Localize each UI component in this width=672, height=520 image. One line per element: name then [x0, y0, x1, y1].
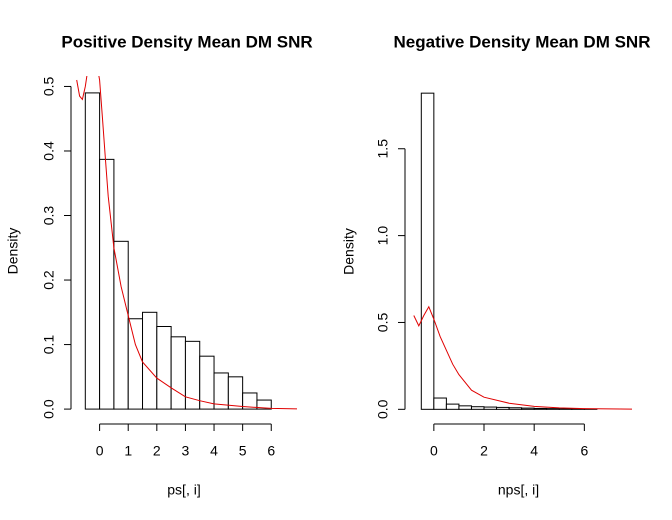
bar [558, 408, 573, 410]
bar [433, 397, 447, 410]
bar [256, 399, 272, 410]
y-tick-label: 1.5 [375, 139, 391, 159]
density-line [76, 76, 297, 410]
bar [420, 92, 435, 410]
x-tick-label: 6 [267, 443, 275, 459]
bar [496, 406, 510, 410]
y-tick-label: 0.2 [41, 270, 57, 290]
x-tick-label: 3 [182, 443, 190, 459]
y-axis-label: Density [5, 228, 21, 275]
y-axis-label: Density [341, 228, 357, 275]
density-group [413, 305, 632, 410]
x-tick-label: 0 [96, 443, 104, 459]
x-tick-label: 6 [580, 443, 588, 459]
y-tick-label: 0.5 [41, 77, 57, 97]
bar [84, 92, 101, 410]
y-tick-label: 0.1 [41, 335, 57, 355]
y-tick-label: 1.0 [375, 226, 391, 246]
y-tick-label: 0.0 [41, 399, 57, 419]
chart-title: Negative Density Mean DM SNR [394, 32, 651, 51]
bar [142, 311, 158, 410]
bar [170, 336, 186, 410]
bar [521, 407, 535, 410]
x-axis-label: ps[, i] [167, 482, 200, 498]
x-tick-label: 2 [480, 443, 488, 459]
bar [445, 403, 460, 410]
bar [508, 407, 523, 410]
x-tick-label: 4 [210, 443, 218, 459]
bar [156, 325, 172, 410]
x-tick-label: 2 [153, 443, 161, 459]
bar [546, 408, 560, 410]
bar [127, 318, 144, 410]
bar [227, 376, 244, 410]
bar [483, 406, 498, 410]
bar [458, 405, 472, 410]
bar [99, 158, 115, 410]
y-tick-label: 0.3 [41, 206, 57, 226]
x-tick-label: 4 [530, 443, 538, 459]
chart-title: Positive Density Mean DM SNR [61, 32, 312, 51]
y-tick-label: 0.4 [41, 141, 57, 161]
density-line [413, 305, 632, 410]
bar [470, 406, 485, 410]
y-tick-label: 0.5 [375, 313, 391, 333]
x-axis-label: nps[, i] [498, 482, 539, 498]
x-tick-label: 0 [430, 443, 438, 459]
bar [113, 240, 129, 410]
bar [533, 407, 548, 410]
x-tick-label: 1 [124, 443, 132, 459]
y-tick-label: 0.0 [375, 399, 391, 419]
density-group [76, 76, 297, 410]
x-tick-label: 5 [239, 443, 247, 459]
